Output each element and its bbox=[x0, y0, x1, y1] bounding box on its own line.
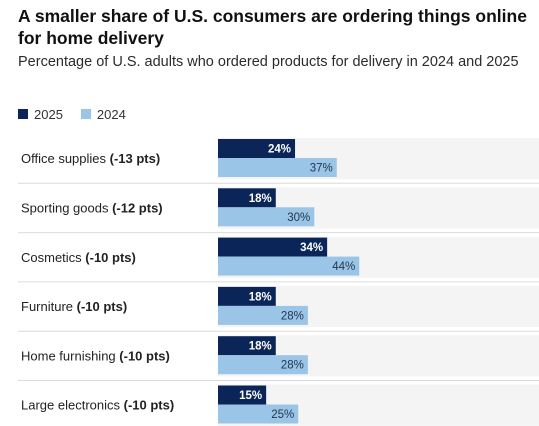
chart-title: A smaller share of U.S. consumers are or… bbox=[18, 6, 527, 48]
bar-2024-furniture bbox=[218, 305, 308, 325]
value-label-2025-sporting-goods: 18% bbox=[249, 193, 272, 205]
category-change: (-10 pts) bbox=[77, 299, 128, 314]
category-label-sporting-goods: Sporting goods (-12 pts) bbox=[21, 200, 163, 215]
bar-2024-office-supplies bbox=[218, 158, 337, 177]
legend-swatch-2024 bbox=[80, 109, 91, 119]
chart-subtitle: Percentage of U.S. adults who ordered pr… bbox=[18, 54, 519, 70]
category-change: (-10 pts) bbox=[124, 398, 175, 413]
value-label-2025-home-furnishing: 18% bbox=[249, 341, 272, 353]
legend-item-2024: 2024 bbox=[80, 106, 126, 122]
legend-item-2025: 2025 bbox=[18, 107, 63, 122]
value-label-2024-home-furnishing: 28% bbox=[281, 360, 304, 372]
category-change: (-13 pts) bbox=[110, 151, 161, 166]
bar-2025-cosmetics bbox=[218, 237, 328, 257]
category-change: (-10 pts) bbox=[85, 250, 136, 265]
category-name: Large electronics bbox=[21, 398, 124, 413]
value-label-2025-furniture: 18% bbox=[249, 291, 272, 303]
value-label-2024-cosmetics: 44% bbox=[332, 261, 355, 273]
category-name: Sporting goods bbox=[21, 200, 112, 215]
category-label-home-furnishing: Home furnishing (-10 pts) bbox=[21, 348, 170, 363]
bar-2024-large-electronics bbox=[218, 404, 299, 424]
bar-2024-sporting-goods bbox=[218, 207, 315, 227]
bar-2025-large-electronics bbox=[218, 385, 267, 405]
value-label-2024-furniture: 28% bbox=[281, 310, 304, 322]
bar-2025-home-furnishing bbox=[218, 336, 276, 356]
value-label-2024-office-supplies: 37% bbox=[310, 163, 333, 175]
category-label-furniture: Furniture (-10 pts) bbox=[21, 299, 127, 314]
value-label-2025-large-electronics: 15% bbox=[239, 390, 262, 402]
category-name: Home furnishing bbox=[21, 348, 119, 363]
category-name: Cosmetics bbox=[21, 250, 85, 265]
chart-legend: 2025 2024 bbox=[18, 106, 144, 122]
value-label-2024-large-electronics: 25% bbox=[271, 409, 294, 421]
legend-label-2025: 2025 bbox=[34, 106, 63, 122]
bar-2025-sporting-goods bbox=[218, 188, 276, 208]
bar-2025-office-supplies bbox=[218, 139, 296, 158]
category-change: (-10 pts) bbox=[119, 348, 170, 363]
legend-label-2024: 2024 bbox=[96, 106, 126, 122]
value-label-2024-sporting-goods: 30% bbox=[287, 212, 310, 224]
category-label-cosmetics: Cosmetics (-10 pts) bbox=[21, 250, 136, 265]
category-change: (-12 pts) bbox=[112, 200, 163, 215]
value-label-2025-office-supplies: 24% bbox=[268, 144, 291, 156]
bar-2024-home-furnishing bbox=[218, 355, 308, 375]
category-label-office-supplies: Office supplies (-13 pts) bbox=[21, 151, 160, 166]
bar-2024-cosmetics bbox=[218, 256, 360, 276]
bar-2025-furniture bbox=[218, 286, 276, 306]
value-label-2025-cosmetics: 34% bbox=[300, 242, 323, 254]
category-name: Furniture bbox=[21, 299, 77, 314]
legend-swatch-2025 bbox=[18, 109, 28, 119]
category-name: Office supplies bbox=[21, 151, 110, 166]
category-label-large-electronics: Large electronics (-10 pts) bbox=[21, 398, 174, 413]
